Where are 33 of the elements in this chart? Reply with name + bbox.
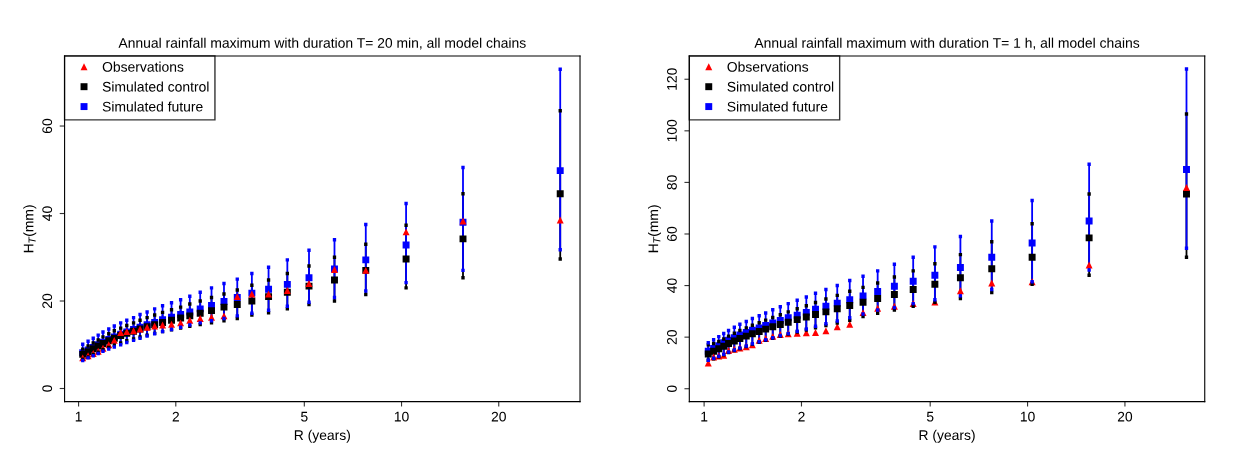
x-tick-label: 2 — [798, 411, 805, 422]
x-tick-label: 10 — [394, 411, 409, 422]
x-tick-label: 20 — [491, 411, 506, 422]
x-tick-label: 5 — [926, 411, 934, 422]
legend-label: Simulated future — [727, 101, 828, 112]
y-tick-label: 40 — [667, 278, 677, 293]
y-tick-label: 100 — [667, 119, 677, 142]
y-tick-label: 40 — [42, 206, 53, 221]
y-tick-label: 20 — [42, 293, 53, 309]
chart-title: Annual rainfall maximum with duration T= 20 min, all model chains — [118, 37, 526, 50]
x-axis-title: R (years) — [294, 429, 350, 443]
legend-label: Observations — [102, 61, 184, 72]
y-tick-label: 120 — [667, 68, 677, 90]
x-tick-label: 1 — [75, 411, 82, 422]
y-tick-label: 60 — [42, 118, 53, 134]
x-tick-label: 10 — [1020, 411, 1035, 422]
legend-label: Observations — [727, 61, 809, 72]
y-tick-label: 20 — [667, 329, 677, 345]
y-tick-label: 60 — [667, 226, 677, 242]
y-axis-title: H$_{T}$(mm) — [23, 205, 37, 253]
x-tick-label: 20 — [1117, 411, 1133, 422]
x-tick-label: 2 — [172, 411, 179, 422]
y-axis-title: H$_{T}$(mm) — [648, 205, 661, 253]
legend-label: Simulated future — [102, 101, 203, 112]
legend-label: Simulated control — [727, 81, 834, 92]
chart-title: Annual rainfall maximum with duration T= 1 h, all model chains — [754, 37, 1140, 50]
y-tick-label: 80 — [667, 175, 677, 190]
legend-label: Simulated control — [102, 81, 209, 92]
y-tick-label: 0 — [667, 385, 677, 393]
x-tick-label: 5 — [301, 411, 308, 422]
y-tick-label: 0 — [42, 385, 53, 392]
x-axis-title: R (years) — [919, 429, 975, 443]
x-tick-label: 1 — [701, 411, 708, 422]
